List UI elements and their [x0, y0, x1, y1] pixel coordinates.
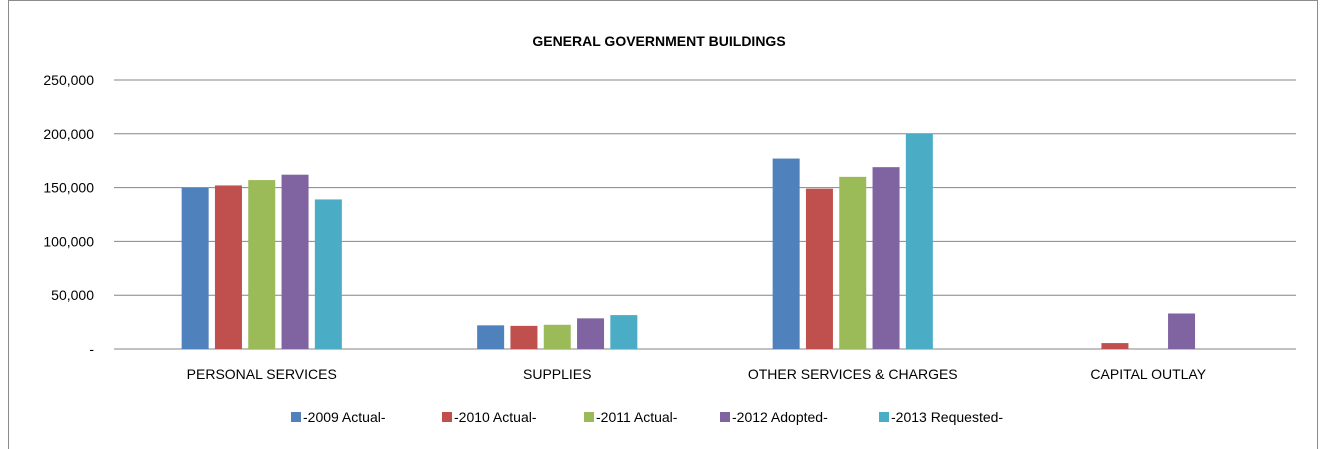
legend-label: -2010 Actual- — [454, 409, 537, 425]
bar-3-1 — [1101, 343, 1129, 349]
bar-1-2 — [543, 324, 571, 349]
bar-1-0 — [477, 325, 505, 349]
y-tick-label: 250,000 — [43, 72, 94, 88]
x-tick-label: CAPITAL OUTLAY — [1090, 366, 1206, 382]
legend-swatch — [442, 412, 452, 422]
bar-2-0 — [772, 158, 800, 349]
legend-swatch — [879, 412, 889, 422]
bar-0-2 — [248, 180, 276, 349]
bar-0-3 — [281, 174, 309, 349]
bar-2-2 — [839, 176, 867, 349]
x-tick-label: OTHER SERVICES & CHARGES — [748, 366, 958, 382]
bars — [181, 133, 1196, 349]
bar-0-1 — [214, 185, 242, 349]
legend-label: -2009 Actual- — [303, 409, 386, 425]
y-tick-label: 150,000 — [43, 180, 94, 196]
legend-swatch — [291, 412, 301, 422]
legend-label: -2012 Adopted- — [732, 409, 828, 425]
y-axis: - 50,000 100,000 150,000 200,000 250,000 — [43, 72, 94, 357]
y-tick-label: 100,000 — [43, 233, 94, 249]
y-tick-label: 200,000 — [43, 126, 94, 142]
gridlines — [114, 79, 1296, 350]
legend-swatch — [584, 412, 594, 422]
bar-2-3 — [872, 167, 900, 349]
x-tick-label: PERSONAL SERVICES — [187, 366, 337, 382]
chart-title: GENERAL GOVERNMENT BUILDINGS — [532, 33, 785, 49]
legend-label: -2013 Requested- — [891, 409, 1003, 425]
bar-2-1 — [805, 188, 833, 349]
bar-1-1 — [510, 325, 538, 349]
bar-0-0 — [181, 187, 209, 349]
legend-label: -2011 Actual- — [596, 409, 678, 425]
bar-0-4 — [314, 199, 342, 349]
bar-1-4 — [610, 315, 638, 349]
bar-3-3 — [1168, 313, 1196, 349]
y-tick-label: 50,000 — [51, 287, 94, 303]
legend: -2009 Actual- -2010 Actual- -2011 Actual- -… — [291, 409, 1003, 425]
x-tick-label: SUPPLIES — [523, 366, 591, 382]
x-axis: PERSONAL SERVICES SUPPLIES OTHER SERVICES … — [187, 366, 1207, 382]
bar-1-3 — [577, 318, 605, 349]
y-tick-label: - — [89, 341, 94, 357]
legend-swatch — [720, 412, 730, 422]
bar-2-4 — [905, 133, 933, 349]
